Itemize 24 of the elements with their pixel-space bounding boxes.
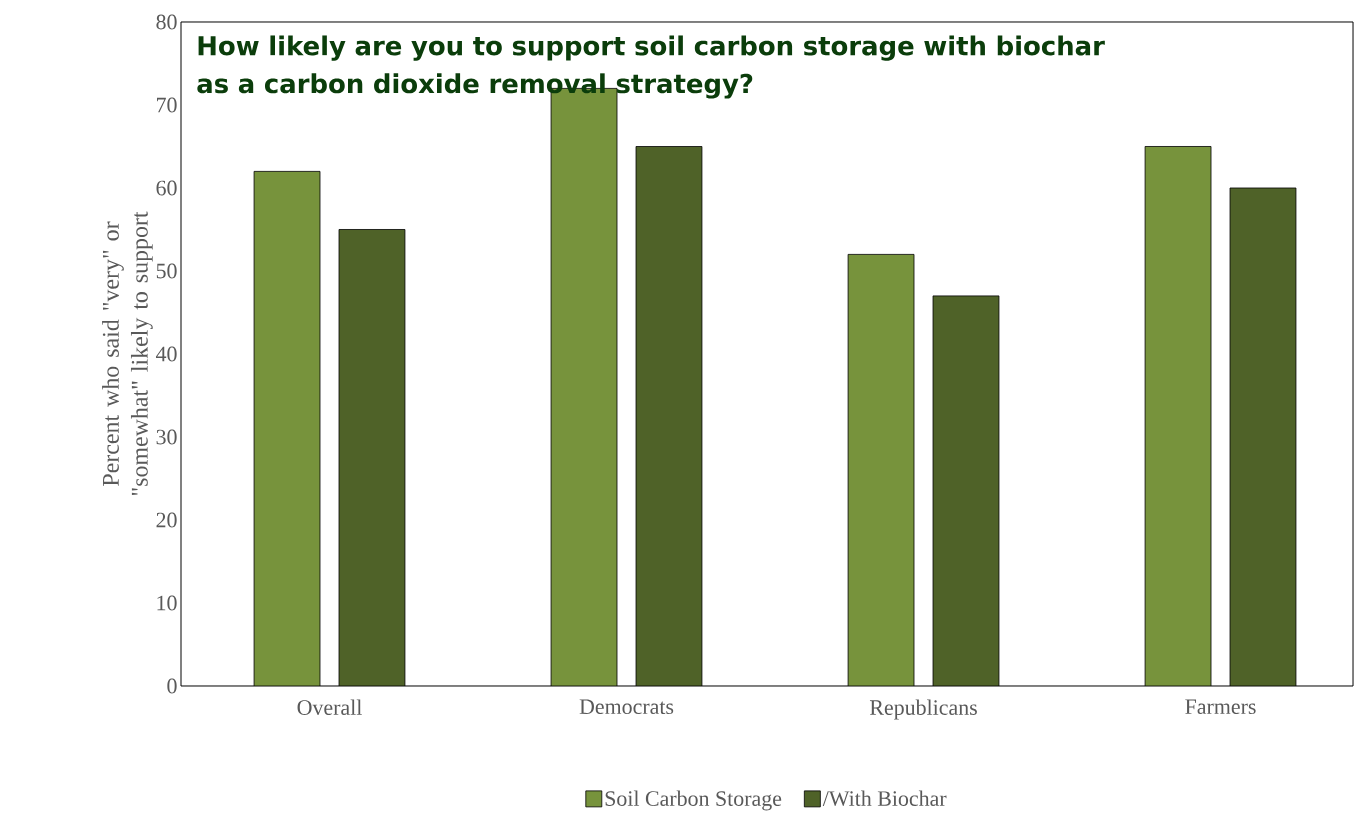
y-tick-label: 40 — [155, 346, 177, 362]
y-tick-label: 0 — [167, 678, 177, 694]
y-tick-label: 60 — [156, 180, 177, 196]
text: How likely are you to support soil carbon storage with biochar as a carbon dioxide removal strategy? — [197, 35, 1105, 99]
y-tick-label: 10 — [157, 595, 177, 611]
y-tick-label: 30 — [156, 429, 177, 445]
bar — [932, 295, 1000, 686]
x-tick-label: Democrats — [579, 699, 674, 715]
bar — [847, 253, 915, 686]
bar — [635, 146, 703, 686]
y-tick-label: 20 — [156, 512, 177, 528]
bar — [338, 229, 406, 686]
bar — [1229, 187, 1297, 686]
legend-label: /With Biochar — [822, 790, 947, 807]
x-tick-label: Overall — [297, 699, 362, 715]
bar — [1144, 146, 1212, 686]
x-tick-label: Republicans — [869, 699, 977, 720]
y-tick-label: 50 — [156, 263, 177, 279]
legend-label: Soil Carbon Storage — [605, 790, 782, 811]
bar — [253, 170, 321, 686]
y-tick-label: 80 — [156, 14, 177, 30]
x-tick-label: Farmers — [1185, 699, 1256, 715]
y-axis-title: Percent who said "very" or "somewhat" likely to support — [102, 211, 153, 496]
y-tick-label: 70 — [157, 97, 177, 113]
